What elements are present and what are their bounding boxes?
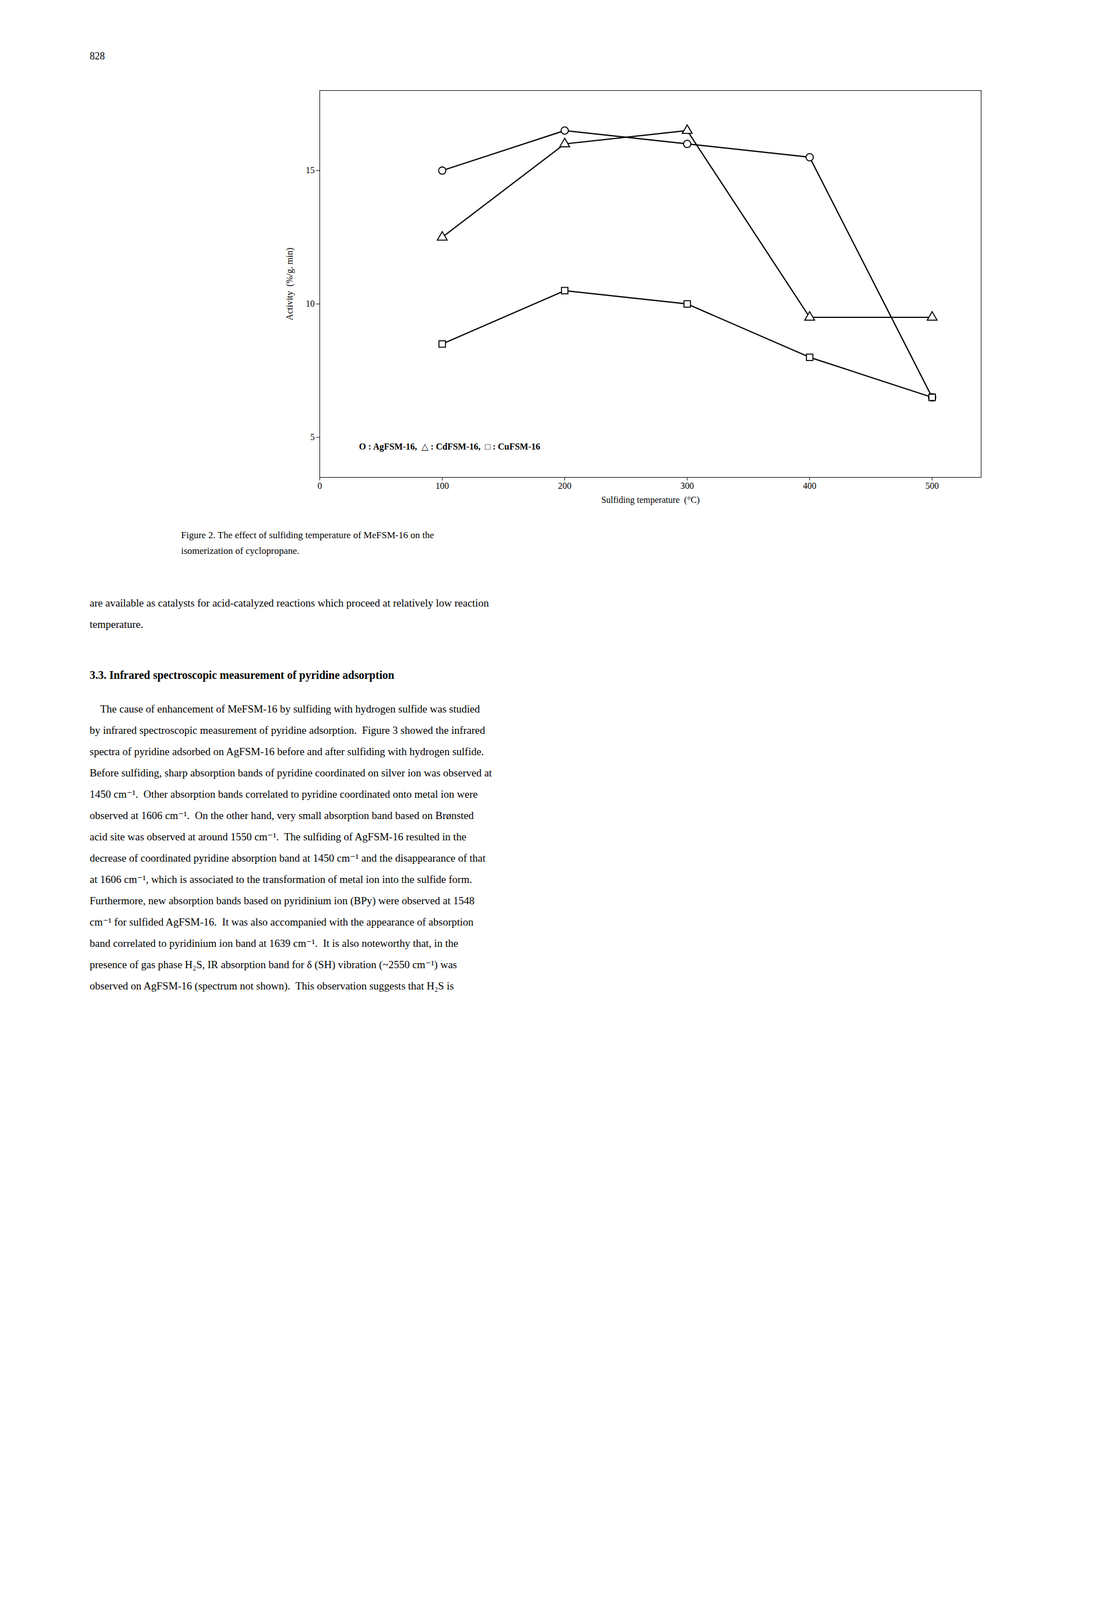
html-text:Before sulfiding, sharp absorp: Before sulfiding, sharp absorption bands… xyxy=(89,766,492,779)
svg-text:400: 400 xyxy=(803,480,817,491)
svg-text:100: 100 xyxy=(435,480,449,491)
html-text:by infrared spectroscopic meas: by infrared spectroscopic measurement of… xyxy=(89,724,486,736)
svg-text:O : AgFSM-16, △ : CdFSM-16,: O : AgFSM-16, △ : CdFSM-16, □ : CuFSM-16 xyxy=(359,441,541,452)
svg-text:15: 15 xyxy=(306,165,315,175)
html-text:Figure 2. The effect of sulfid: Figure 2. The effect of sulfiding temper… xyxy=(181,529,434,541)
svg-text:500: 500 xyxy=(925,480,939,491)
svg-text:300: 300 xyxy=(680,480,694,491)
svg-text:5: 5 xyxy=(310,432,315,442)
svg-text:Sulfiding temperature (°C): Sulfiding temperature (°C) xyxy=(601,494,701,506)
svg-text:200: 200 xyxy=(558,480,572,491)
html-text:acid site was observed at arou: acid site was observed at around 1550 cm… xyxy=(89,830,467,843)
html-text:1450 cm⁻¹. Other absorption ba: 1450 cm⁻¹. Other absorption bands correl… xyxy=(89,788,478,800)
svg-text:0: 0 xyxy=(317,480,323,491)
html-text:isomerization of cyclopropane.: isomerization of cyclopropane. xyxy=(181,545,300,557)
html-text:decrease of coordinated pyridi: decrease of coordinated pyridine absorpt… xyxy=(89,851,486,864)
html-text:are available as catalysts for: are available as catalysts for acid-cata… xyxy=(89,596,489,609)
svg-text:Activity (%/g. min): Activity (%/g. min) xyxy=(284,247,295,321)
svg-text:10: 10 xyxy=(306,298,315,309)
html-text:3.3. Infrared spectroscopic me: 3.3. Infrared spectroscopic measurement … xyxy=(89,668,395,681)
html-text:spectra of pyridine adsorbed o: spectra of pyridine adsorbed on AgFSM-16… xyxy=(89,745,484,758)
html-text:cm⁻¹ for sulfided AgFSM-16. It: cm⁻¹ for sulfided AgFSM-16. It was also … xyxy=(89,915,474,928)
html-text:presence of gas phase H₂S, IR: presence of gas phase H₂S, IR absorption… xyxy=(89,958,457,971)
html-text:The cause of enhancement of Me: The cause of enhancement of MeFSM-16 by … xyxy=(89,702,480,715)
html-text:band correlated to pyridinium: band correlated to pyridinium ion band a… xyxy=(89,937,459,949)
html-text:at 1606 cm⁻¹, which is associa: at 1606 cm⁻¹, which is associated to the… xyxy=(89,873,473,886)
html-text:temperature.: temperature. xyxy=(89,618,144,630)
html-text:828: 828 xyxy=(89,50,105,62)
html-text:observed at 1606 cm⁻¹. On the: observed at 1606 cm⁻¹. On the other hand… xyxy=(89,809,474,822)
html-text:Furthermore, new absorption ba: Furthermore, new absorption bands based … xyxy=(89,894,475,907)
html-text:observed on AgFSM-16 (spectrum: observed on AgFSM-16 (spectrum not shown… xyxy=(89,979,454,992)
